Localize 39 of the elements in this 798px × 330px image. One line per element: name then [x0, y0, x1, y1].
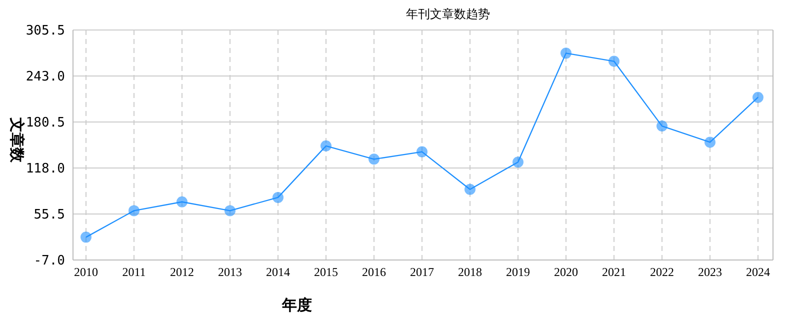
x-tick-label: 2010: [74, 265, 98, 279]
x-tick-label: 2022: [650, 265, 674, 279]
x-tick-label: 2015: [314, 265, 338, 279]
x-tick-label: 2013: [218, 265, 242, 279]
x-axis-title: 年度: [281, 296, 312, 314]
point: [320, 140, 332, 152]
x-tick-label: 2020: [554, 265, 578, 279]
point: [128, 205, 140, 216]
point: [464, 184, 476, 195]
point: [368, 154, 380, 165]
point: [656, 120, 668, 132]
point: [224, 205, 236, 216]
x-tick-label: 2016: [362, 265, 386, 279]
y-tick-label: 305.5: [26, 24, 65, 39]
point: [176, 196, 188, 208]
point: [272, 192, 284, 203]
x-tick-label: 2011: [122, 265, 146, 279]
y-tick-label: 118.0: [26, 162, 65, 177]
point: [560, 48, 572, 59]
x-tick-label: 2017: [410, 265, 434, 279]
y-tick-label: 180.5: [26, 116, 65, 131]
x-tick-label: 2014: [266, 265, 290, 279]
point: [752, 92, 764, 103]
point: [608, 56, 620, 67]
x-tick-label: 2019: [506, 265, 530, 279]
x-tick-label: 2024: [746, 265, 770, 279]
point: [704, 136, 716, 148]
y-tick-label: 55.5: [34, 208, 65, 223]
point: [512, 156, 524, 168]
y-tick-label: 243.0: [26, 70, 65, 85]
y-tick-label: -7.0: [34, 254, 65, 269]
x-tick-label: 2023: [698, 265, 722, 279]
x-tick-label: 2021: [602, 265, 626, 279]
point: [80, 232, 92, 243]
x-tick-label: 2018: [458, 265, 482, 279]
chart-title: 年刊文章数趋势: [406, 7, 490, 21]
y-axis-title: 文章数: [8, 116, 26, 164]
x-tick-label: 2012: [170, 265, 194, 279]
point: [416, 146, 428, 158]
